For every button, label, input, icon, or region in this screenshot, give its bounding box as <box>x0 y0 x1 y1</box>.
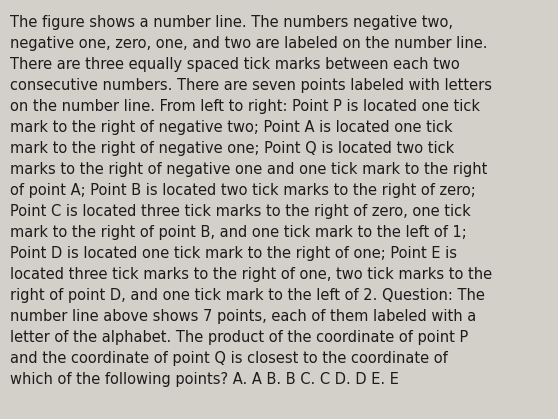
Text: The figure shows a number line. The numbers negative two,
negative one, zero, on: The figure shows a number line. The numb… <box>10 15 492 387</box>
